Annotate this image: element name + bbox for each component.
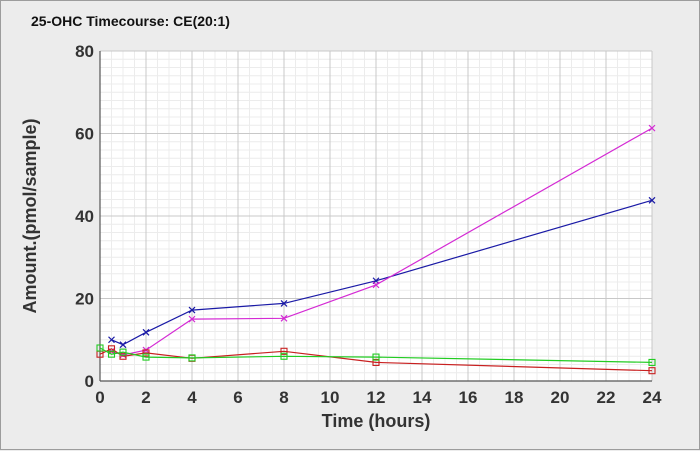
x-tick-label: 14: [413, 388, 432, 407]
x-tick-label: 0: [95, 388, 104, 407]
x-tick-label: 12: [367, 388, 386, 407]
series-3-point: [119, 352, 127, 360]
series-2-point: [280, 314, 288, 322]
series-1-point: [119, 341, 127, 349]
series-4-line: [99, 347, 653, 363]
y-tick-label: 40: [75, 207, 94, 226]
x-tick-label: 18: [505, 388, 524, 407]
x-tick-label: 24: [643, 388, 662, 407]
point-marker-stroke: [648, 196, 656, 204]
series-2-point: [648, 124, 656, 132]
series-1-point: [280, 300, 288, 307]
series-3-point: [280, 347, 288, 355]
x-tick-label: 20: [551, 388, 570, 407]
x-tick-label: 22: [597, 388, 616, 407]
series-4-point: [107, 350, 116, 358]
series-4-point: [142, 353, 150, 361]
series-4-point: [119, 348, 127, 356]
point-marker-stroke: [372, 281, 380, 289]
series-1-point: [188, 306, 196, 314]
chart-title: 25-OHC Timecourse: CE(20:1): [31, 13, 230, 29]
point-marker-stroke: [648, 124, 656, 132]
series-4-point: [280, 352, 288, 360]
series-1-point: [648, 196, 656, 204]
x-axis-label: Time (hours): [322, 411, 431, 431]
series-2-point: [188, 315, 196, 323]
series-1-point: [142, 328, 150, 336]
grid-major: [99, 50, 653, 382]
x-tick-label: 10: [321, 388, 340, 407]
series-3-point: [648, 367, 656, 375]
point-marker-stroke: [280, 314, 288, 322]
y-tick-label: 60: [75, 125, 94, 144]
point-marker-stroke: [280, 300, 288, 307]
x-tick-label: 4: [187, 388, 197, 407]
series-4-point: [96, 344, 104, 352]
series-3-line: [99, 348, 653, 372]
series-3-point: [142, 349, 150, 357]
y-tick-label: 0: [85, 372, 94, 391]
x-tick-label: 6: [233, 388, 242, 407]
series-4-point: [648, 358, 656, 366]
series-1-point: [108, 336, 115, 344]
point-marker-stroke: [188, 315, 196, 323]
point-marker-stroke: [119, 341, 127, 349]
axes: [99, 51, 652, 382]
point-marker-stroke: [188, 306, 196, 314]
x-tick-label: 16: [459, 388, 478, 407]
y-tick-label: 80: [75, 42, 94, 61]
series-3-point: [107, 345, 116, 353]
series-layer: [96, 124, 656, 375]
series-4-point: [188, 354, 196, 362]
y-axis-label: Amount.(pmol/sample): [20, 118, 40, 313]
x-tick-label: 8: [279, 388, 288, 407]
series-2-point: [372, 281, 380, 289]
series-4-point: [372, 353, 380, 361]
point-marker-stroke: [108, 336, 115, 344]
series-3-point: [372, 358, 380, 366]
point-marker-stroke: [142, 328, 150, 336]
x-tick-label: 2: [141, 388, 150, 407]
y-tick-label: 20: [75, 290, 94, 309]
